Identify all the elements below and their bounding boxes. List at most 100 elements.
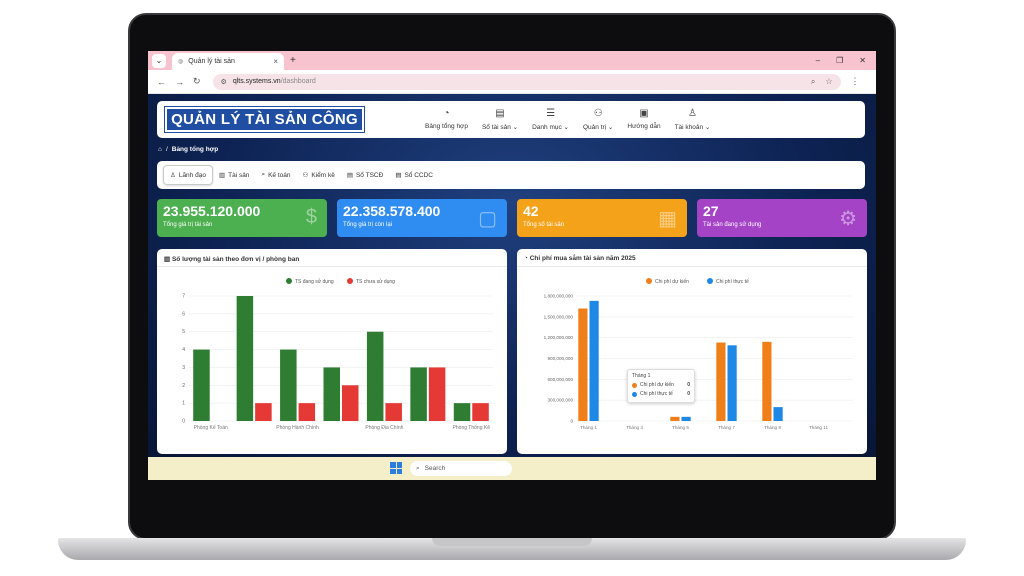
- y-tick-label: 0: [182, 419, 185, 425]
- tab-inventory[interactable]: ⚇ Kiểm kê: [297, 166, 341, 184]
- nav-catalog[interactable]: ☰ Danh mục ⌄: [525, 108, 576, 131]
- browser-tab[interactable]: ◍ Quản lý tài sản ×: [172, 53, 284, 70]
- nav-admin[interactable]: ⚇ Quản trị ⌄: [576, 108, 620, 131]
- taskbar-search-label: Search: [424, 465, 446, 472]
- browser-menu-icon[interactable]: ⋮: [850, 76, 860, 86]
- person-icon: ♙: [170, 172, 176, 179]
- tab-search-icon[interactable]: ⌄: [152, 53, 166, 68]
- dollar-icon: $: [305, 206, 317, 228]
- chart-tooltip: Tháng 1 Chi phí dự kiến 0 Chi phí thực tế…: [627, 369, 695, 403]
- tab-assets[interactable]: ▥ Tài sản: [213, 166, 255, 184]
- bar: [716, 342, 726, 421]
- bar: [453, 403, 471, 421]
- os-taskbar: ⌕ Search: [148, 457, 876, 480]
- tab-label: Tài sản: [228, 171, 250, 179]
- dashboard-icon: ◔: [443, 108, 450, 119]
- guide-icon: ▣: [639, 108, 649, 119]
- bag-icon: ▢: [478, 208, 497, 230]
- user-icon: ♙: [688, 108, 697, 119]
- bookmark-star-icon[interactable]: ☆: [825, 76, 833, 86]
- nav-guide[interactable]: ▣ Hướng dẫn: [620, 108, 667, 131]
- minimize-icon[interactable]: –: [815, 56, 821, 65]
- card-value: 42: [523, 203, 539, 219]
- bar: [410, 367, 427, 421]
- tab-label: Sổ TSCĐ: [355, 171, 384, 179]
- legend-label: Chi phí thực tế: [716, 279, 749, 285]
- nav-account[interactable]: ♙ Tài khoản ⌄: [668, 108, 718, 131]
- panel-title-text: Số lượng tài sản theo đơn vị / phòng ban: [171, 256, 300, 263]
- favicon-icon: ◍: [178, 59, 184, 65]
- app-header: QUẢN LÝ TÀI SẢN CÔNG ◔ Bảng tổng hợp ▤ Sổ …: [157, 101, 865, 138]
- nav-label: Sổ tài sản ⌄: [481, 124, 519, 131]
- legend-dot: [646, 278, 652, 284]
- department-bar-chart: 0 1 2 3 4 5 6 7 Phòng Kế Toán Phòng Hành Chính Phò…: [182, 278, 493, 431]
- nav-label: Quản trị ⌄: [583, 124, 614, 131]
- url-field[interactable]: ⚙ qlts.systems.vn/dashboard ⌕ ☆: [212, 73, 841, 90]
- x-tick-label: Tháng 1: [580, 425, 597, 430]
- ledger-icon: ▤: [395, 172, 402, 179]
- bar: [589, 300, 599, 421]
- tab-title: Quản lý tài sản: [188, 58, 235, 65]
- tab-accounting[interactable]: ⌕ Kế toán: [255, 166, 296, 184]
- bar: [670, 416, 680, 421]
- reload-icon[interactable]: ↻: [193, 76, 201, 86]
- screen: ⌄ ◍ Quản lý tài sản × + – ❐ ✕ ← → ↻ ⚙ ql…: [148, 51, 876, 480]
- y-tick-label: 0: [570, 419, 573, 424]
- ledger-icon: ▤: [346, 172, 353, 179]
- panel-title-text: Chi phí mua sắm tài sản năm 2025: [529, 255, 636, 262]
- tab-tools-book[interactable]: ▤ Sổ CCDC: [389, 166, 439, 184]
- card-asset-count: 42 Tổng số tài sản ▦: [517, 199, 687, 237]
- y-tick-label: 6: [182, 311, 185, 317]
- x-tick-label: Tháng 3: [626, 425, 643, 430]
- nav-label: Bảng tổng hợp: [425, 123, 468, 130]
- sub-tabs: ♙ Lãnh đạo ▥ Tài sản ⌕ Kế toán ⚇ Kiểm kê ▤ Sổ…: [157, 161, 865, 189]
- back-icon[interactable]: ←: [157, 76, 166, 87]
- nav-asset-book[interactable]: ▤ Sổ tài sản ⌄: [475, 108, 525, 131]
- bar: [773, 407, 783, 421]
- close-window-icon[interactable]: ✕: [859, 56, 866, 65]
- team-icon: ⚇: [302, 172, 309, 179]
- nav-dashboard[interactable]: ◔ Bảng tổng hợp: [418, 108, 475, 131]
- site-info-icon[interactable]: ⚙: [220, 78, 227, 86]
- bar: [236, 296, 254, 421]
- zoom-icon[interactable]: ⌕: [810, 76, 816, 86]
- dashboard-page: QUẢN LÝ TÀI SẢN CÔNG ◔ Bảng tổng hợp ▤ Sổ …: [148, 94, 876, 457]
- tooltip-value: 0: [687, 382, 690, 388]
- close-tab-icon[interactable]: ×: [273, 57, 278, 66]
- search-icon: ⌕: [261, 171, 266, 178]
- bar: [762, 341, 772, 421]
- new-tab-icon[interactable]: +: [290, 55, 296, 66]
- forward-icon[interactable]: →: [175, 76, 184, 87]
- building-icon: ▦: [658, 208, 677, 230]
- x-tick-label: Phòng Địa Chính: [365, 425, 403, 431]
- main-nav: ◔ Bảng tổng hợp ▤ Sổ tài sản ⌄ ☰ Danh mục ⌄…: [418, 108, 717, 131]
- card-total-value: 23.955.120.000 Tổng giá trị tài sản $: [157, 199, 327, 237]
- app-logo[interactable]: QUẢN LÝ TÀI SẢN CÔNG: [164, 106, 365, 133]
- tab-label: Kiểm kê: [311, 171, 335, 179]
- y-tick-label: 5: [182, 329, 185, 335]
- breadcrumb-sep: /: [165, 146, 168, 153]
- bar: [193, 349, 210, 421]
- url-path: /dashboard: [280, 78, 316, 85]
- bar: [727, 345, 737, 421]
- x-tick-label: Phòng Thống Kê: [453, 425, 491, 431]
- bar: [342, 385, 359, 421]
- home-icon[interactable]: ⌂: [158, 146, 162, 153]
- nav-label: Tài khoản ⌄: [674, 124, 711, 131]
- y-tick-label: 1: [182, 401, 185, 407]
- restore-icon[interactable]: ❐: [836, 56, 844, 65]
- y-tick-label: 4: [182, 347, 185, 353]
- browser-tabbar: ⌄ ◍ Quản lý tài sản × + – ❐ ✕: [148, 51, 876, 70]
- windows-start-icon[interactable]: [390, 462, 402, 474]
- y-tick-label: 3: [182, 365, 185, 371]
- x-tick-label: Tháng 9: [764, 425, 781, 430]
- x-tick-label: Phòng Kế Toán: [194, 425, 228, 431]
- tab-fixed-assets-book[interactable]: ▤ Sổ TSCĐ: [341, 166, 390, 184]
- panel-title: ▥ Số lượng tài sản theo đơn vị / phòng b…: [164, 255, 299, 263]
- bar-chart-icon: ▥: [164, 256, 172, 263]
- tab-leadership[interactable]: ♙ Lãnh đạo: [163, 165, 213, 185]
- tooltip-row: Chi phí dự kiến 0: [632, 382, 690, 388]
- taskbar-search[interactable]: ⌕ Search: [410, 461, 512, 476]
- legend-label: TS chưa sử dụng: [356, 278, 395, 285]
